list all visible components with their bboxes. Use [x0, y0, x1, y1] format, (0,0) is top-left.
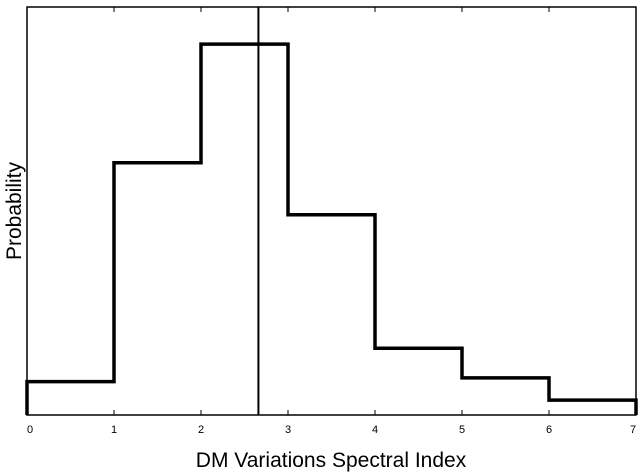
x-tick-label: 3: [285, 424, 291, 436]
histogram-step-line: [25, 42, 638, 415]
x-axis-title: DM Variations Spectral Index: [196, 449, 467, 472]
x-tick-label: 5: [459, 424, 465, 436]
plot-frame: [26, 6, 637, 416]
y-axis-title: Probability: [3, 161, 26, 260]
x-tick-label: 0: [27, 424, 33, 436]
x-tick-label: 7: [630, 424, 636, 436]
x-ticks: [26, 7, 637, 415]
x-tick-label: 6: [546, 424, 552, 436]
x-tick-label: 4: [372, 424, 378, 436]
x-tick-labels: 0 1 2 3 4 5 6 7: [27, 424, 636, 436]
x-tick-label: 2: [198, 424, 204, 436]
x-tick-label: 1: [111, 424, 117, 436]
